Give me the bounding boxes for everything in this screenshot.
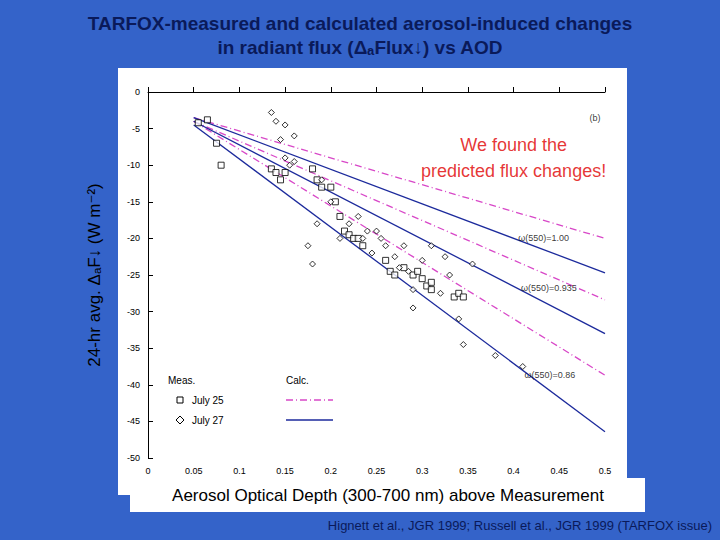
- svg-text:ω(550)=1.00: ω(550)=1.00: [518, 233, 569, 243]
- svg-text:TARFOX-measured and calculated: TARFOX-measured and calculated aerosol-i…: [88, 13, 632, 34]
- svg-text:0.1: 0.1: [233, 466, 246, 476]
- svg-text:in radiant flux (ΔₐFlux↓) vs A: in radiant flux (ΔₐFlux↓) vs AOD: [217, 37, 502, 58]
- svg-text:0.5: 0.5: [599, 466, 612, 476]
- svg-text:0.05: 0.05: [185, 466, 203, 476]
- svg-text:-20: -20: [127, 233, 140, 243]
- svg-text:-30: -30: [127, 307, 140, 317]
- svg-text:-40: -40: [127, 380, 140, 390]
- svg-text:24-hr avg. ΔₐF↓ (W m⁻²): 24-hr avg. ΔₐF↓ (W m⁻²): [85, 183, 104, 366]
- svg-text:-25: -25: [127, 270, 140, 280]
- svg-text:0.3: 0.3: [416, 466, 429, 476]
- svg-text:0.4: 0.4: [507, 466, 520, 476]
- svg-text:Aerosol Optical Depth (300-700: Aerosol Optical Depth (300-700 nm) above…: [172, 486, 604, 505]
- svg-text:0: 0: [145, 466, 150, 476]
- svg-text:Calc.: Calc.: [286, 375, 309, 386]
- svg-text:0.2: 0.2: [325, 466, 338, 476]
- svg-text:ω(550)=0.935: ω(550)=0.935: [521, 283, 577, 293]
- svg-text:-5: -5: [132, 124, 140, 134]
- svg-text:We found the: We found the: [460, 135, 567, 155]
- svg-text:-10: -10: [127, 160, 140, 170]
- svg-text:-45: -45: [127, 416, 140, 426]
- svg-text:-50: -50: [127, 453, 140, 463]
- svg-text:(b): (b): [589, 113, 600, 123]
- svg-text:0: 0: [135, 87, 140, 97]
- svg-text:-35: -35: [127, 343, 140, 353]
- svg-text:0.45: 0.45: [551, 466, 569, 476]
- svg-text:Hignett et al., JGR 1999; Russ: Hignett et al., JGR 1999; Russell et al.…: [328, 518, 712, 533]
- svg-text:0.15: 0.15: [276, 466, 294, 476]
- svg-text:-15: -15: [127, 197, 140, 207]
- svg-text:0.35: 0.35: [459, 466, 477, 476]
- svg-text:July 25: July 25: [192, 395, 224, 406]
- svg-text:predicted flux changes!: predicted flux changes!: [421, 161, 606, 181]
- svg-text:ω(550)=0.86: ω(550)=0.86: [525, 370, 576, 380]
- svg-text:0.25: 0.25: [368, 466, 386, 476]
- svg-text:Meas.: Meas.: [168, 375, 195, 386]
- svg-text:July 27: July 27: [192, 415, 224, 426]
